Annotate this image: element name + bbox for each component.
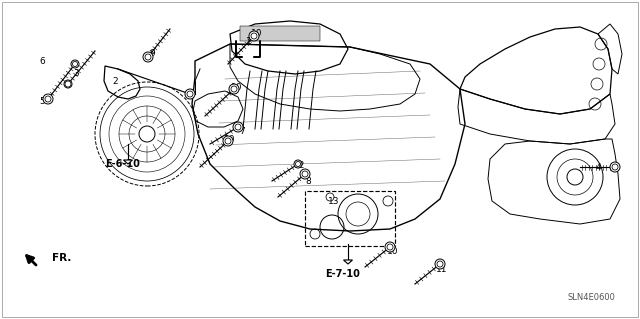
Text: 7: 7	[239, 127, 245, 136]
Circle shape	[435, 259, 445, 269]
Text: 1: 1	[246, 36, 252, 46]
Circle shape	[229, 84, 239, 94]
Text: 2: 2	[112, 77, 118, 85]
Text: 10: 10	[387, 247, 399, 256]
Circle shape	[43, 94, 53, 104]
Text: 8: 8	[305, 176, 311, 186]
Text: 9: 9	[149, 49, 155, 58]
Polygon shape	[344, 260, 353, 264]
Circle shape	[64, 80, 72, 88]
Text: 10: 10	[252, 29, 263, 39]
Text: 3: 3	[73, 70, 79, 78]
Text: 5: 5	[39, 97, 45, 106]
Circle shape	[143, 52, 153, 62]
Circle shape	[385, 242, 395, 252]
Text: 4: 4	[595, 162, 601, 172]
Circle shape	[185, 89, 195, 99]
Circle shape	[294, 160, 302, 168]
Circle shape	[139, 126, 155, 142]
Circle shape	[249, 31, 259, 41]
Text: 10: 10	[231, 83, 243, 92]
Text: 13: 13	[328, 197, 340, 205]
Circle shape	[610, 162, 620, 172]
Circle shape	[223, 136, 233, 146]
Circle shape	[233, 122, 243, 132]
Bar	[240, 26, 320, 41]
Circle shape	[71, 60, 79, 68]
Text: FR.: FR.	[52, 253, 72, 263]
Polygon shape	[124, 160, 132, 164]
Circle shape	[300, 169, 310, 179]
Text: 6: 6	[39, 57, 45, 66]
Text: 10: 10	[224, 135, 236, 144]
Text: 12: 12	[294, 161, 306, 170]
Text: SLN4E0600: SLN4E0600	[568, 293, 616, 301]
Text: 11: 11	[436, 264, 448, 273]
Text: E-6-10: E-6-10	[105, 159, 140, 169]
Text: E-7-10: E-7-10	[325, 269, 360, 279]
